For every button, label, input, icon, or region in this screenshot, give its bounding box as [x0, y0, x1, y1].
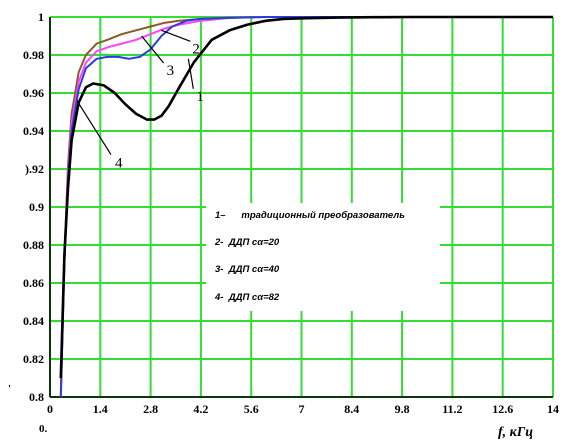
callout-annotations: 1 2 3 4: [76, 29, 204, 172]
callout-label-3: 3: [167, 63, 175, 79]
callout-leader-2: [161, 29, 191, 42]
legend-background: [206, 203, 440, 311]
series-lines: [59, 15, 553, 398]
y-tick-labels: 0.8 0.82 0.84 0.86 0.88 0.9 ).92 0.94 0.96 0.98 1: [23, 10, 44, 404]
x-tick-label: 0: [47, 402, 53, 416]
x-tick-label: 1.4: [93, 402, 108, 416]
series-line-1: [59, 15, 553, 379]
legend-entry-2: 2- ДДП сα=20: [214, 237, 280, 248]
x-tick-label: 8.4: [344, 402, 359, 416]
y-tick-label: 0.8: [29, 390, 44, 404]
legend-entry-4: 4- ДДП сα=82: [214, 292, 280, 303]
y-tick-label: 0.96: [23, 86, 44, 100]
x-tick-labels: 0 1.4 2.8 4.2 5.6 7 8.4 9.8 11.2 12.6 14: [47, 402, 559, 416]
x-tick-label: 2.8: [143, 402, 158, 416]
legend-entry-3: 3- ДДП сα=40: [215, 264, 280, 275]
x-tick-label: 9.8: [395, 402, 410, 416]
y-tick-label: 0.82: [23, 352, 44, 366]
x-tick-label: 11.2: [442, 402, 462, 416]
x-tick-label: 4.2: [193, 402, 208, 416]
x-tick-label: 5.6: [244, 402, 259, 416]
corner-mark-bottom: 0.: [39, 423, 48, 435]
x-axis-label: f, кГц: [498, 425, 533, 440]
x-tick-label: 7: [299, 402, 305, 416]
y-tick-label: ).92: [25, 162, 44, 176]
callout-label-4: 4: [115, 156, 123, 172]
x-tick-label: 14: [547, 402, 559, 416]
callout-leader-1: [187, 58, 194, 89]
y-tick-label: 0.98: [23, 48, 44, 62]
callout-leader-4: [76, 100, 112, 155]
callout-label-1: 1: [196, 89, 204, 105]
y-tick-label: 1: [38, 10, 44, 24]
callout-leader-3: [141, 35, 165, 64]
corner-mark-left: ': [8, 383, 11, 395]
y-tick-label: 0.94: [23, 124, 44, 138]
legend-entry-1: 1– традиционный преобразователь: [215, 210, 405, 221]
y-tick-label: 0.84: [23, 314, 44, 328]
y-tick-label: 0.88: [23, 238, 44, 252]
y-tick-label: 0.86: [23, 276, 44, 290]
callout-label-2: 2: [192, 41, 200, 57]
series-line-2: [59, 16, 553, 398]
x-tick-label: 12.6: [492, 402, 513, 416]
legend: 1– традиционный преобразователь 2- ДДП с…: [206, 203, 440, 311]
y-tick-label: 0.9: [29, 200, 44, 214]
